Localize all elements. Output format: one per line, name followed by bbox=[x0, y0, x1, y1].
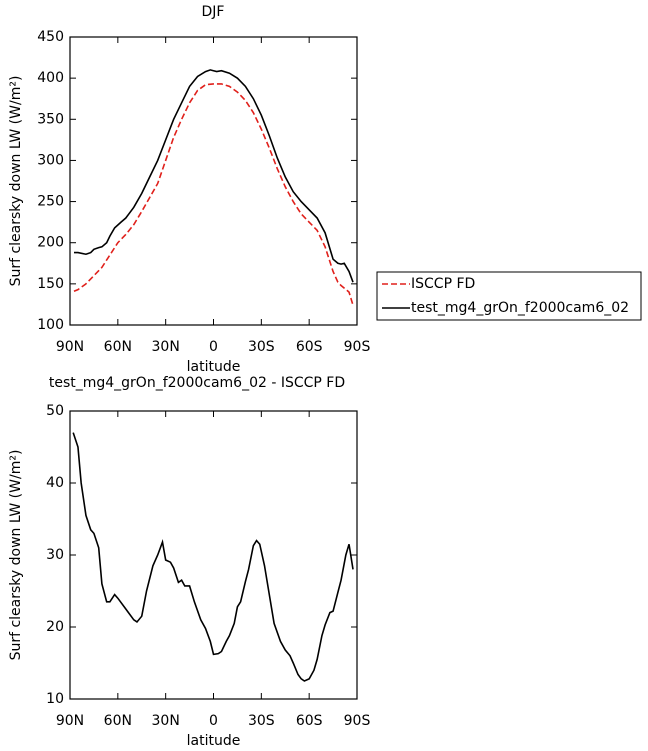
y-tick-label: 250 bbox=[37, 194, 64, 210]
y-tick-label: 50 bbox=[46, 403, 64, 419]
x-axis-label: latitude bbox=[187, 733, 241, 749]
chart-title: test_mg4_grOn_f2000cam6_02 - ISCCP FD bbox=[49, 375, 345, 391]
x-tick-label: 30N bbox=[152, 713, 180, 729]
y-tick-label: 40 bbox=[46, 475, 64, 491]
x-tick-label: 0 bbox=[209, 713, 218, 729]
x-tick-label: 90N bbox=[56, 339, 84, 355]
y-axis-label: Surf clearsky down LW (W/m²) bbox=[8, 76, 24, 287]
series-line bbox=[72, 432, 354, 682]
y-tick-label: 30 bbox=[46, 547, 64, 563]
x-tick-label: 60N bbox=[104, 339, 132, 355]
x-tick-label: 0 bbox=[209, 339, 218, 355]
y-tick-label: 350 bbox=[37, 111, 64, 127]
x-tick-label: 90S bbox=[344, 339, 371, 355]
x-tick-label: 90S bbox=[344, 713, 371, 729]
y-tick-label: 300 bbox=[37, 152, 64, 168]
y-tick-label: 10 bbox=[46, 691, 64, 707]
y-tick-label: 400 bbox=[37, 70, 64, 86]
x-tick-label: 90N bbox=[56, 713, 84, 729]
legend-label: ISCCP FD bbox=[411, 276, 475, 292]
y-tick-label: 100 bbox=[37, 317, 64, 333]
chart-title: DJF bbox=[202, 4, 225, 20]
y-tick-label: 150 bbox=[37, 276, 64, 292]
x-tick-label: 60S bbox=[296, 339, 323, 355]
y-tick-label: 450 bbox=[37, 29, 64, 45]
legend-label: test_mg4_grOn_f2000cam6_02 bbox=[411, 300, 629, 316]
y-tick-label: 200 bbox=[37, 235, 64, 251]
series-line bbox=[73, 69, 354, 283]
plot-frame bbox=[69, 410, 358, 700]
x-tick-label: 30S bbox=[248, 713, 275, 729]
x-tick-label: 60N bbox=[104, 713, 132, 729]
x-tick-label: 60S bbox=[296, 713, 323, 729]
x-tick-label: 30S bbox=[248, 339, 275, 355]
legend-box bbox=[376, 271, 642, 321]
series-line bbox=[73, 83, 354, 306]
y-axis-label: Surf clearsky down LW (W/m²) bbox=[8, 450, 24, 661]
x-axis-label: latitude bbox=[187, 359, 241, 375]
y-tick-label: 20 bbox=[46, 619, 64, 635]
plot-frame bbox=[69, 36, 358, 326]
x-tick-label: 30N bbox=[152, 339, 180, 355]
